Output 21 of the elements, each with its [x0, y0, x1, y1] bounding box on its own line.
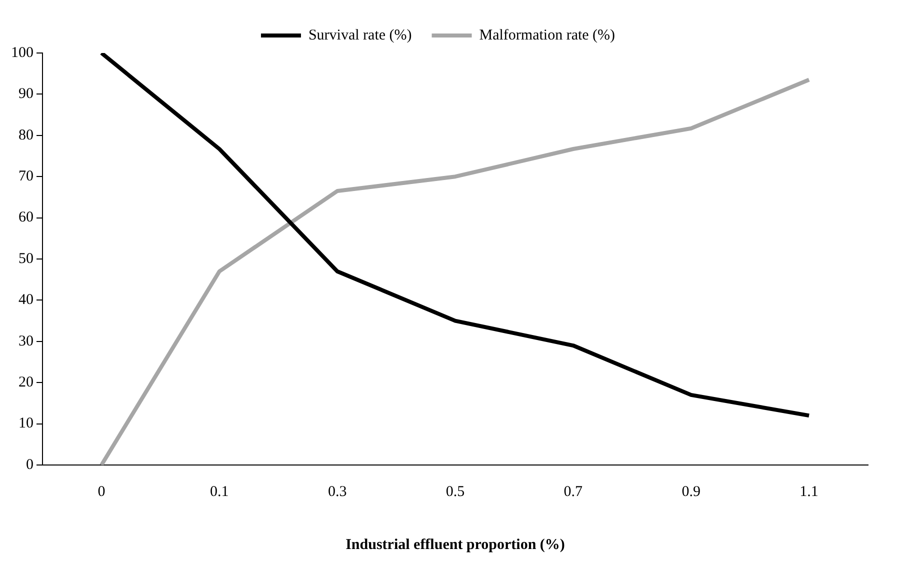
y-tick-label: 40 [18, 292, 34, 308]
x-tick-label: 0.3 [328, 484, 347, 500]
y-tick-label: 30 [18, 333, 34, 350]
y-tick-label: 60 [18, 210, 34, 226]
y-tick-label: 100 [11, 44, 34, 61]
y-tick-label: 50 [18, 250, 34, 267]
x-axis-title: Industrial effluent proportion (%) [346, 536, 565, 553]
x-tick-label: 0.1 [210, 484, 229, 500]
y-tick-label: 20 [18, 374, 34, 391]
legend-label: Malformation rate (%) [479, 27, 616, 44]
legend-label: Survival rate (%) [308, 27, 412, 44]
x-tick-label: 0.7 [564, 484, 584, 500]
y-tick-label: 80 [18, 127, 34, 144]
y-tick-label: 70 [18, 168, 34, 185]
y-tick-label: 0 [26, 456, 34, 473]
y-tick-label: 90 [18, 86, 34, 102]
x-tick-label: 0 [98, 484, 106, 500]
x-tick-label: 0.5 [446, 484, 465, 500]
y-tick-label: 10 [18, 416, 34, 432]
x-tick-label: 1.1 [800, 484, 818, 500]
x-tick-label: 0.9 [682, 484, 700, 500]
